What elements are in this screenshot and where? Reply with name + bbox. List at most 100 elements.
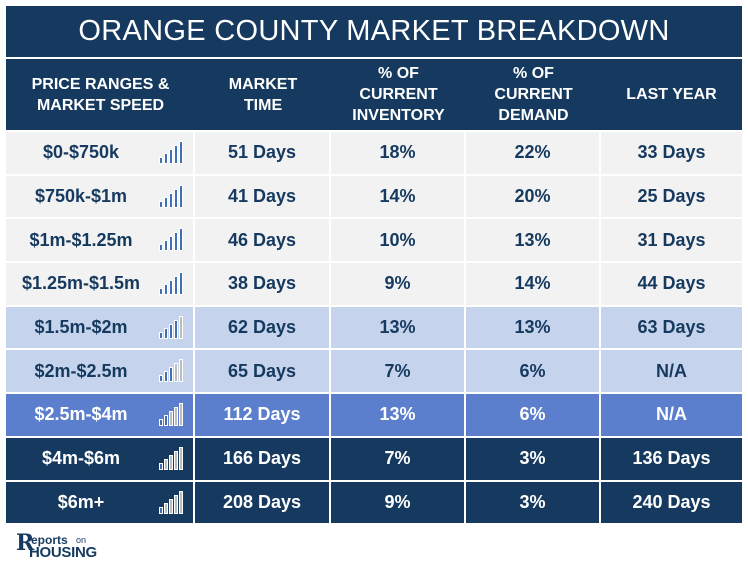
demand-cell: 20% [466,175,601,218]
header-market-time: MARKET TIME [228,75,298,114]
price-range-label: $6m+ [57,491,105,512]
price-range-cell: $4m-$6m [6,437,195,480]
table-row: $0-$750k 51 Days 18% 22% 33 Days [6,132,742,174]
last-year-cell: 136 Days [601,437,742,480]
price-range-cell: $1m-$1.25m [6,219,195,262]
last-year-cell: 63 Days [601,306,742,349]
inventory-cell: 7% [331,437,466,480]
speed-bar [164,327,168,339]
speed-bar [164,371,168,383]
market-speed-icon [159,315,183,339]
speed-bar [159,157,163,164]
speed-bar [179,403,183,427]
inventory-cell: 9% [331,481,466,524]
demand-cell: 22% [466,132,601,174]
price-range-label: $1m-$1.25m [29,229,133,250]
speed-bar [169,367,173,383]
price-range-label: $1.25m-$1.5m [21,273,141,294]
price-range-cell: $1.5m-$2m [6,306,195,349]
demand-cell: 6% [466,350,601,393]
price-range-label: $0-$750k [42,142,120,163]
last-year-cell: 240 Days [601,481,742,524]
market-time-cell: 38 Days [195,263,331,305]
price-range-cell: $2m-$2.5m [6,350,195,393]
speed-bar [164,240,168,252]
speed-bar [164,458,168,470]
speed-bar [159,462,163,470]
price-range-cell: $0-$750k [6,132,195,174]
market-speed-icon [159,141,183,164]
reports-on-housing-logo: R eports on HOUSING [16,530,97,561]
inventory-cell: 14% [331,175,466,218]
speed-bar [169,280,173,296]
table-header: PRICE RANGES & MARKET SPEED MARKET TIME … [6,59,742,130]
speed-bar [174,232,178,252]
speed-bar [159,331,163,339]
market-time-cell: 62 Days [195,306,331,349]
price-range-label: $2m-$2.5m [34,360,128,381]
speed-bar [159,244,163,252]
page-title: ORANGE COUNTY MARKET BREAKDOWN [6,6,742,57]
market-time-cell: 41 Days [195,175,331,218]
price-range-label: $4m-$6m [41,448,121,469]
market-speed-icon [159,446,183,470]
speed-bar [179,141,183,164]
market-time-cell: 166 Days [195,437,331,480]
speed-bar [179,359,183,383]
speed-bar [164,284,168,296]
header-inventory: % OF CURRENT INVENTORY [352,65,445,124]
speed-bar [169,411,173,427]
table-row: $2.5m-$4m 112 Days 13% 6% N/A [6,394,742,436]
last-year-cell: N/A [601,394,742,436]
price-range-label: $2.5m-$4m [34,404,128,425]
speed-bar [169,236,173,252]
inventory-cell: 7% [331,350,466,393]
market-time-cell: 46 Days [195,219,331,262]
speed-bar [169,149,173,164]
speed-bar [174,276,178,296]
table-row: $750k-$1m 41 Days 14% 20% 25 Days [6,175,742,218]
speed-bar [179,446,183,470]
speed-bar [159,288,163,296]
speed-bar [174,494,178,514]
demand-cell: 3% [466,437,601,480]
table-row: $2m-$2.5m 65 Days 7% 6% N/A [6,350,742,393]
table-row: $4m-$6m 166 Days 7% 3% 136 Days [6,437,742,480]
market-speed-icon [159,490,183,514]
price-range-cell: $2.5m-$4m [6,394,195,436]
price-range-cell: $1.25m-$1.5m [6,263,195,305]
speed-bar [164,502,168,514]
speed-bar [159,419,163,427]
market-time-cell: 51 Days [195,132,331,174]
speed-bar [169,498,173,514]
header-demand: % OF CURRENT DEMAND [494,65,573,124]
market-time-cell: 208 Days [195,481,331,524]
speed-bar [174,145,178,164]
speed-bar [159,506,163,514]
speed-bar [164,196,168,208]
inventory-cell: 18% [331,132,466,174]
market-table: $0-$750k 51 Days 18% 22% 33 Days $750k-$1m 41 … [6,132,742,525]
price-range-label: $750k-$1m [34,186,128,207]
speed-bar [164,153,168,164]
demand-cell: 13% [466,306,601,349]
last-year-cell: 33 Days [601,132,742,174]
speed-bar [174,407,178,427]
inventory-cell: 10% [331,219,466,262]
price-range-label: $1.5m-$2m [34,317,128,338]
speed-bar [159,200,163,208]
speed-bar [169,192,173,208]
demand-cell: 3% [466,481,601,524]
speed-bar [174,188,178,208]
inventory-cell: 9% [331,263,466,305]
speed-bar [179,228,183,252]
speed-bar [174,363,178,383]
price-range-cell: $750k-$1m [6,175,195,218]
last-year-cell: N/A [601,350,742,393]
speed-bar [164,415,168,427]
last-year-cell: 31 Days [601,219,742,262]
table-row: $1.25m-$1.5m 38 Days 9% 14% 44 Days [6,263,742,305]
market-speed-icon [159,228,183,252]
speed-bar [179,184,183,208]
speed-bar [179,490,183,514]
